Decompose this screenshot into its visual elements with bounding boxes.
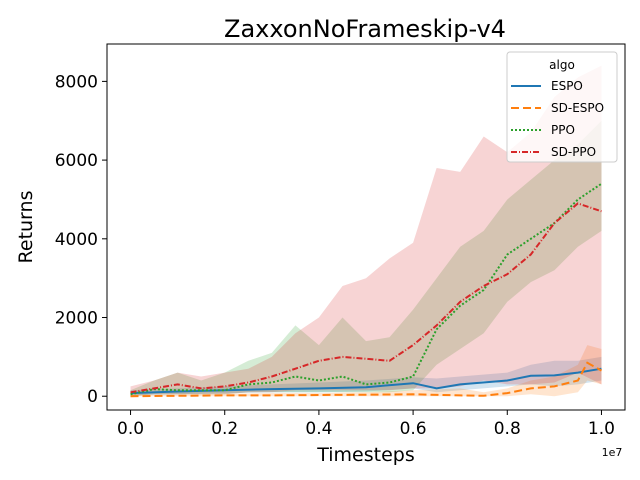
- x-axis-label: Timesteps: [316, 444, 415, 466]
- y-tick-label: 6000: [55, 151, 98, 171]
- x-tick-label: 0.8: [494, 419, 521, 439]
- legend-box: [506, 51, 618, 163]
- series-lines: [130, 182, 603, 398]
- espo-band: [130, 356, 602, 396]
- chart-title: ZaxxonNoFrameskip-v4: [224, 15, 506, 43]
- legend-label-sd-espo: SD-ESPO: [551, 101, 604, 115]
- x-axis-multiplier: 1e7: [602, 446, 623, 459]
- confidence-bands: [130, 65, 602, 397]
- y-tick-label: 8000: [55, 72, 98, 92]
- y-tick-label: 4000: [55, 230, 98, 250]
- legend-label-espo: ESPO: [551, 79, 583, 93]
- legend-title: algo: [549, 58, 575, 72]
- y-tick-label: 0: [87, 387, 98, 407]
- sd-espo-band: [130, 345, 602, 397]
- legend-label-sd-ppo: SD-PPO: [551, 145, 596, 159]
- y-axis-ticks: 0 2000 4000 6000 8000: [55, 72, 107, 407]
- x-tick-label: 0.2: [211, 419, 238, 439]
- x-axis-ticks: 0.0 0.2 0.4 0.6 0.8 1.0: [117, 410, 615, 439]
- x-tick-label: 0.4: [305, 419, 332, 439]
- sd-espo-line: [130, 361, 602, 398]
- plot-frame: [106, 43, 626, 411]
- x-tick-label: 0.6: [400, 419, 427, 439]
- sd-ppo-band: [130, 65, 602, 397]
- y-axis-label: Returns: [15, 191, 37, 264]
- espo-line: [130, 367, 602, 395]
- legend: algo ESPO SD-ESPO PPO SD-PPO: [506, 51, 618, 163]
- x-tick-label: 1.0: [588, 419, 615, 439]
- y-tick-label: 2000: [55, 309, 98, 329]
- legend-items: ESPO SD-ESPO PPO SD-PPO: [511, 79, 604, 159]
- legend-label-ppo: PPO: [551, 123, 575, 137]
- sd-ppo-line: [130, 202, 602, 394]
- x-tick-label: 0.0: [117, 419, 144, 439]
- ppo-band: [130, 120, 602, 397]
